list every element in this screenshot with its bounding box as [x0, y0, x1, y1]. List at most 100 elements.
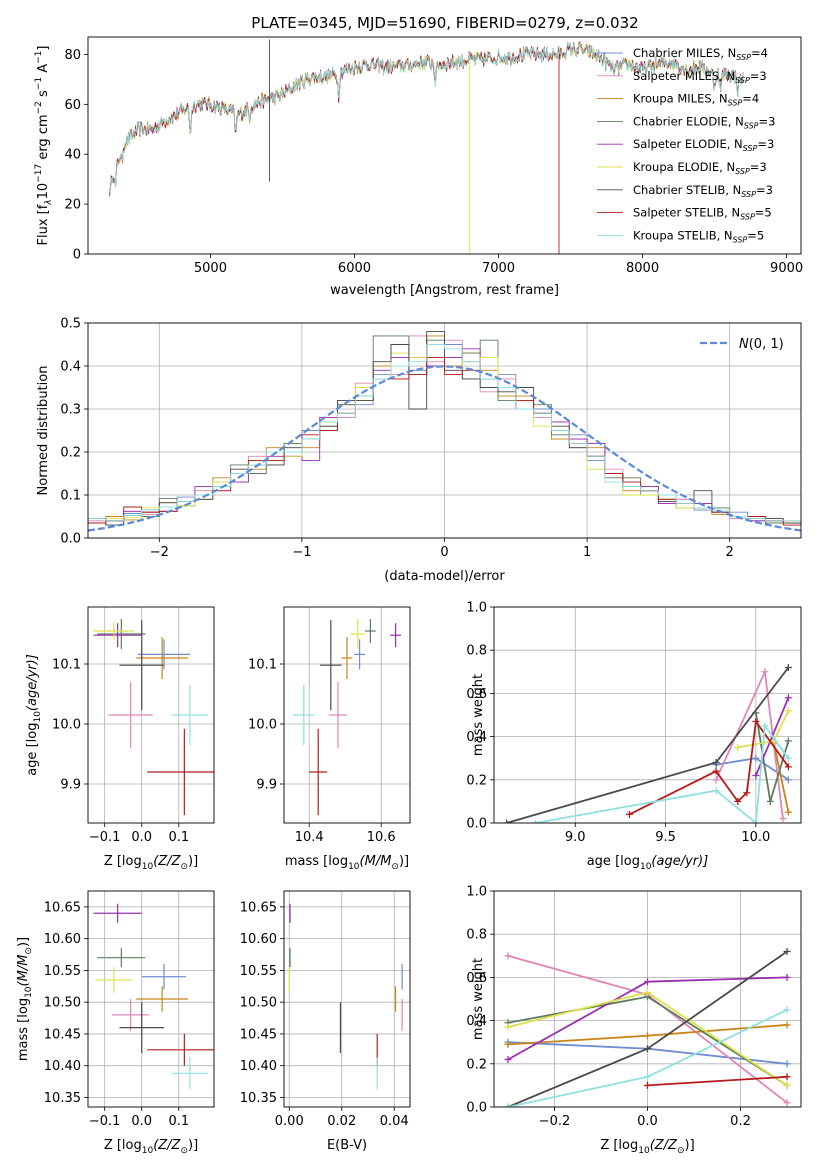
y-tick-label: 60 — [64, 98, 81, 113]
legend-label-5: Kroupa ELODIE, NSSP=3 — [633, 160, 767, 176]
x-tick-label: 9000 — [770, 261, 803, 276]
x-axis-label: wavelength [Angstrom, rest frame] — [330, 283, 559, 298]
y-tick-label: 0.0 — [60, 532, 81, 547]
axes-frame — [283, 890, 411, 1108]
legend-label-8: Kroupa STELIB, NSSP=5 — [633, 228, 764, 244]
axes-frame — [493, 606, 802, 824]
y-tick-label: 0.2 — [466, 1057, 487, 1072]
x-tick-label: 0.1 — [168, 1114, 189, 1129]
x-tick-label: 7000 — [482, 261, 515, 276]
x-tick-label: 5000 — [194, 261, 227, 276]
y-tick-label: 0.6 — [466, 687, 487, 702]
y-tick-label: 10.65 — [44, 900, 81, 915]
x-axis-label: age [log10(age/yr)] — [587, 854, 709, 872]
weight-line-2 — [773, 742, 790, 813]
y-tick-label: 10.65 — [240, 900, 277, 915]
x-tick-label: −1 — [292, 545, 311, 560]
y-tick-label: 9.9 — [256, 778, 277, 793]
x-tick-label: 8000 — [626, 261, 659, 276]
weight_vs_Z-panel: −0.2 0.0 0.2 0.0 0.2 0.4 0.6 0.8 1.0 Z [log10(Z/Z… — [466, 885, 802, 1156]
axes-frame — [87, 322, 802, 539]
legend-label-4: Salpeter ELODIE, NSSP=3 — [633, 137, 774, 153]
x-tick-label: 10.6 — [367, 830, 396, 845]
legend-label-6: Chabrier STELIB, NSSP=3 — [633, 183, 773, 199]
mass_vs_Z-points — [93, 903, 214, 1090]
x-tick-label: 0.2 — [730, 1114, 751, 1129]
y-tick-label: 9.9 — [60, 778, 81, 793]
legend-label-0: Chabrier MILES, NSSP=4 — [633, 46, 768, 62]
residual-hist-8 — [88, 344, 801, 522]
residuals-panel: −2 −1 0 1 2 0.0 0.1 0.2 0.3 0.4 0.5 N(0, 1) (data-mo… — [36, 317, 802, 584]
x-tick-label: 0.02 — [327, 1114, 356, 1129]
y-axis-label: mass [log10(M/M⊙)] — [16, 937, 34, 1061]
x-tick-label: 9.0 — [565, 830, 586, 845]
x-axis-label: mass [log10(M/M⊙)] — [285, 854, 409, 872]
legend-label-1: Salpeter MILES, NSSP=3 — [633, 69, 767, 85]
y-tick-label: 20 — [64, 198, 81, 213]
y-axis-label: age [log10(age/yr)] — [25, 654, 43, 776]
residual-hists — [88, 331, 801, 532]
weight_vs_age-lines — [503, 663, 792, 823]
x-tick-label: −0.2 — [539, 1114, 571, 1129]
gaussian-curve — [88, 365, 801, 532]
weight_vs_age-panel: 9.0 9.5 10.0 0.0 0.2 0.4 0.6 0.8 1.0 age [log10(a… — [466, 601, 802, 872]
y-tick-label: 10.1 — [52, 658, 81, 673]
x-tick-label: 0.0 — [131, 830, 152, 845]
spectrum-panel: 5000 6000 7000 8000 9000 0 20 40 60 80 wavelength … — [34, 36, 803, 298]
figure-title: PLATE=0345, MJD=51690, FIBERID=0279, z=0… — [251, 14, 638, 32]
mass_vs_EBV-panel: 0.00 0.02 0.04 10.35 10.40 10.45 10.50 10.55 10.… — [240, 890, 411, 1153]
x-tick-label: 0.0 — [637, 1114, 658, 1129]
y-tick-label: 10.1 — [248, 658, 277, 673]
x-tick-label: 0 — [440, 545, 448, 560]
y-tick-label: 10.40 — [44, 1059, 81, 1074]
y-tick-label: 80 — [64, 48, 81, 63]
weight-line-8 — [535, 723, 790, 823]
y-tick-label: 10.0 — [52, 718, 81, 733]
y-tick-label: 10.60 — [240, 932, 277, 947]
y-tick-label: 0.1 — [60, 489, 81, 504]
y-tick-label: 10.45 — [240, 1027, 277, 1042]
weight-line-7 — [628, 719, 790, 816]
age_vs_mass-points — [293, 619, 401, 816]
x-tick-label: −0.1 — [89, 1114, 121, 1129]
y-tick-label: 1.0 — [466, 601, 487, 616]
x-tick-label: 0.00 — [275, 1114, 304, 1129]
y-tick-label: 0.8 — [466, 644, 487, 659]
y-tick-label: 0.6 — [466, 971, 487, 986]
axes-frame — [87, 36, 802, 255]
y-tick-label: 0.0 — [466, 1101, 487, 1116]
spectrum-series-8 — [109, 42, 744, 193]
x-tick-label: 1 — [583, 545, 591, 560]
y-tick-label: 0.0 — [466, 817, 487, 832]
y-tick-label: 10.55 — [44, 964, 81, 979]
y-tick-label: 0.5 — [60, 317, 81, 332]
x-tick-label: 2 — [726, 545, 734, 560]
y-tick-label: 10.35 — [44, 1091, 81, 1106]
axes-frame — [493, 890, 802, 1108]
y-tick-label: 10.60 — [44, 932, 81, 947]
y-tick-label: 10.45 — [44, 1027, 81, 1042]
spectrum-lines — [109, 39, 744, 254]
x-tick-label: −2 — [150, 545, 169, 560]
y-axis-label: mass weight — [471, 674, 486, 756]
y-tick-label: 0.4 — [466, 730, 487, 745]
x-tick-label: 10.0 — [741, 830, 770, 845]
y-tick-label: 10.55 — [240, 964, 277, 979]
x-tick-label: 6000 — [338, 261, 371, 276]
y-tick-label: 10.35 — [240, 1091, 277, 1106]
y-tick-label: 0.2 — [60, 446, 81, 461]
y-axis-label: Flux [fλ10−17 erg cm−2 s−1 A−1] — [34, 46, 54, 246]
y-tick-label: 0.2 — [466, 773, 487, 788]
weight-line-7 — [647, 1075, 788, 1087]
gaussian-legend-label: N(0, 1) — [739, 337, 784, 352]
axes-frame — [87, 606, 215, 824]
age_vs_mass-panel: 10.4 10.6 9.9 10.0 10.1 mass [log10(M/M⊙)] — [248, 606, 411, 872]
x-axis-label: Z [log10(Z/Z⊙)] — [600, 1138, 694, 1156]
y-tick-label: 10.0 — [248, 718, 277, 733]
weight_vs_Z-lines — [504, 947, 791, 1107]
mass_vs_EBV-points — [288, 903, 403, 1090]
y-tick-label: 0 — [73, 248, 81, 263]
axes-frame — [283, 606, 411, 824]
x-axis-label: Z [log10(Z/Z⊙)] — [104, 854, 198, 872]
